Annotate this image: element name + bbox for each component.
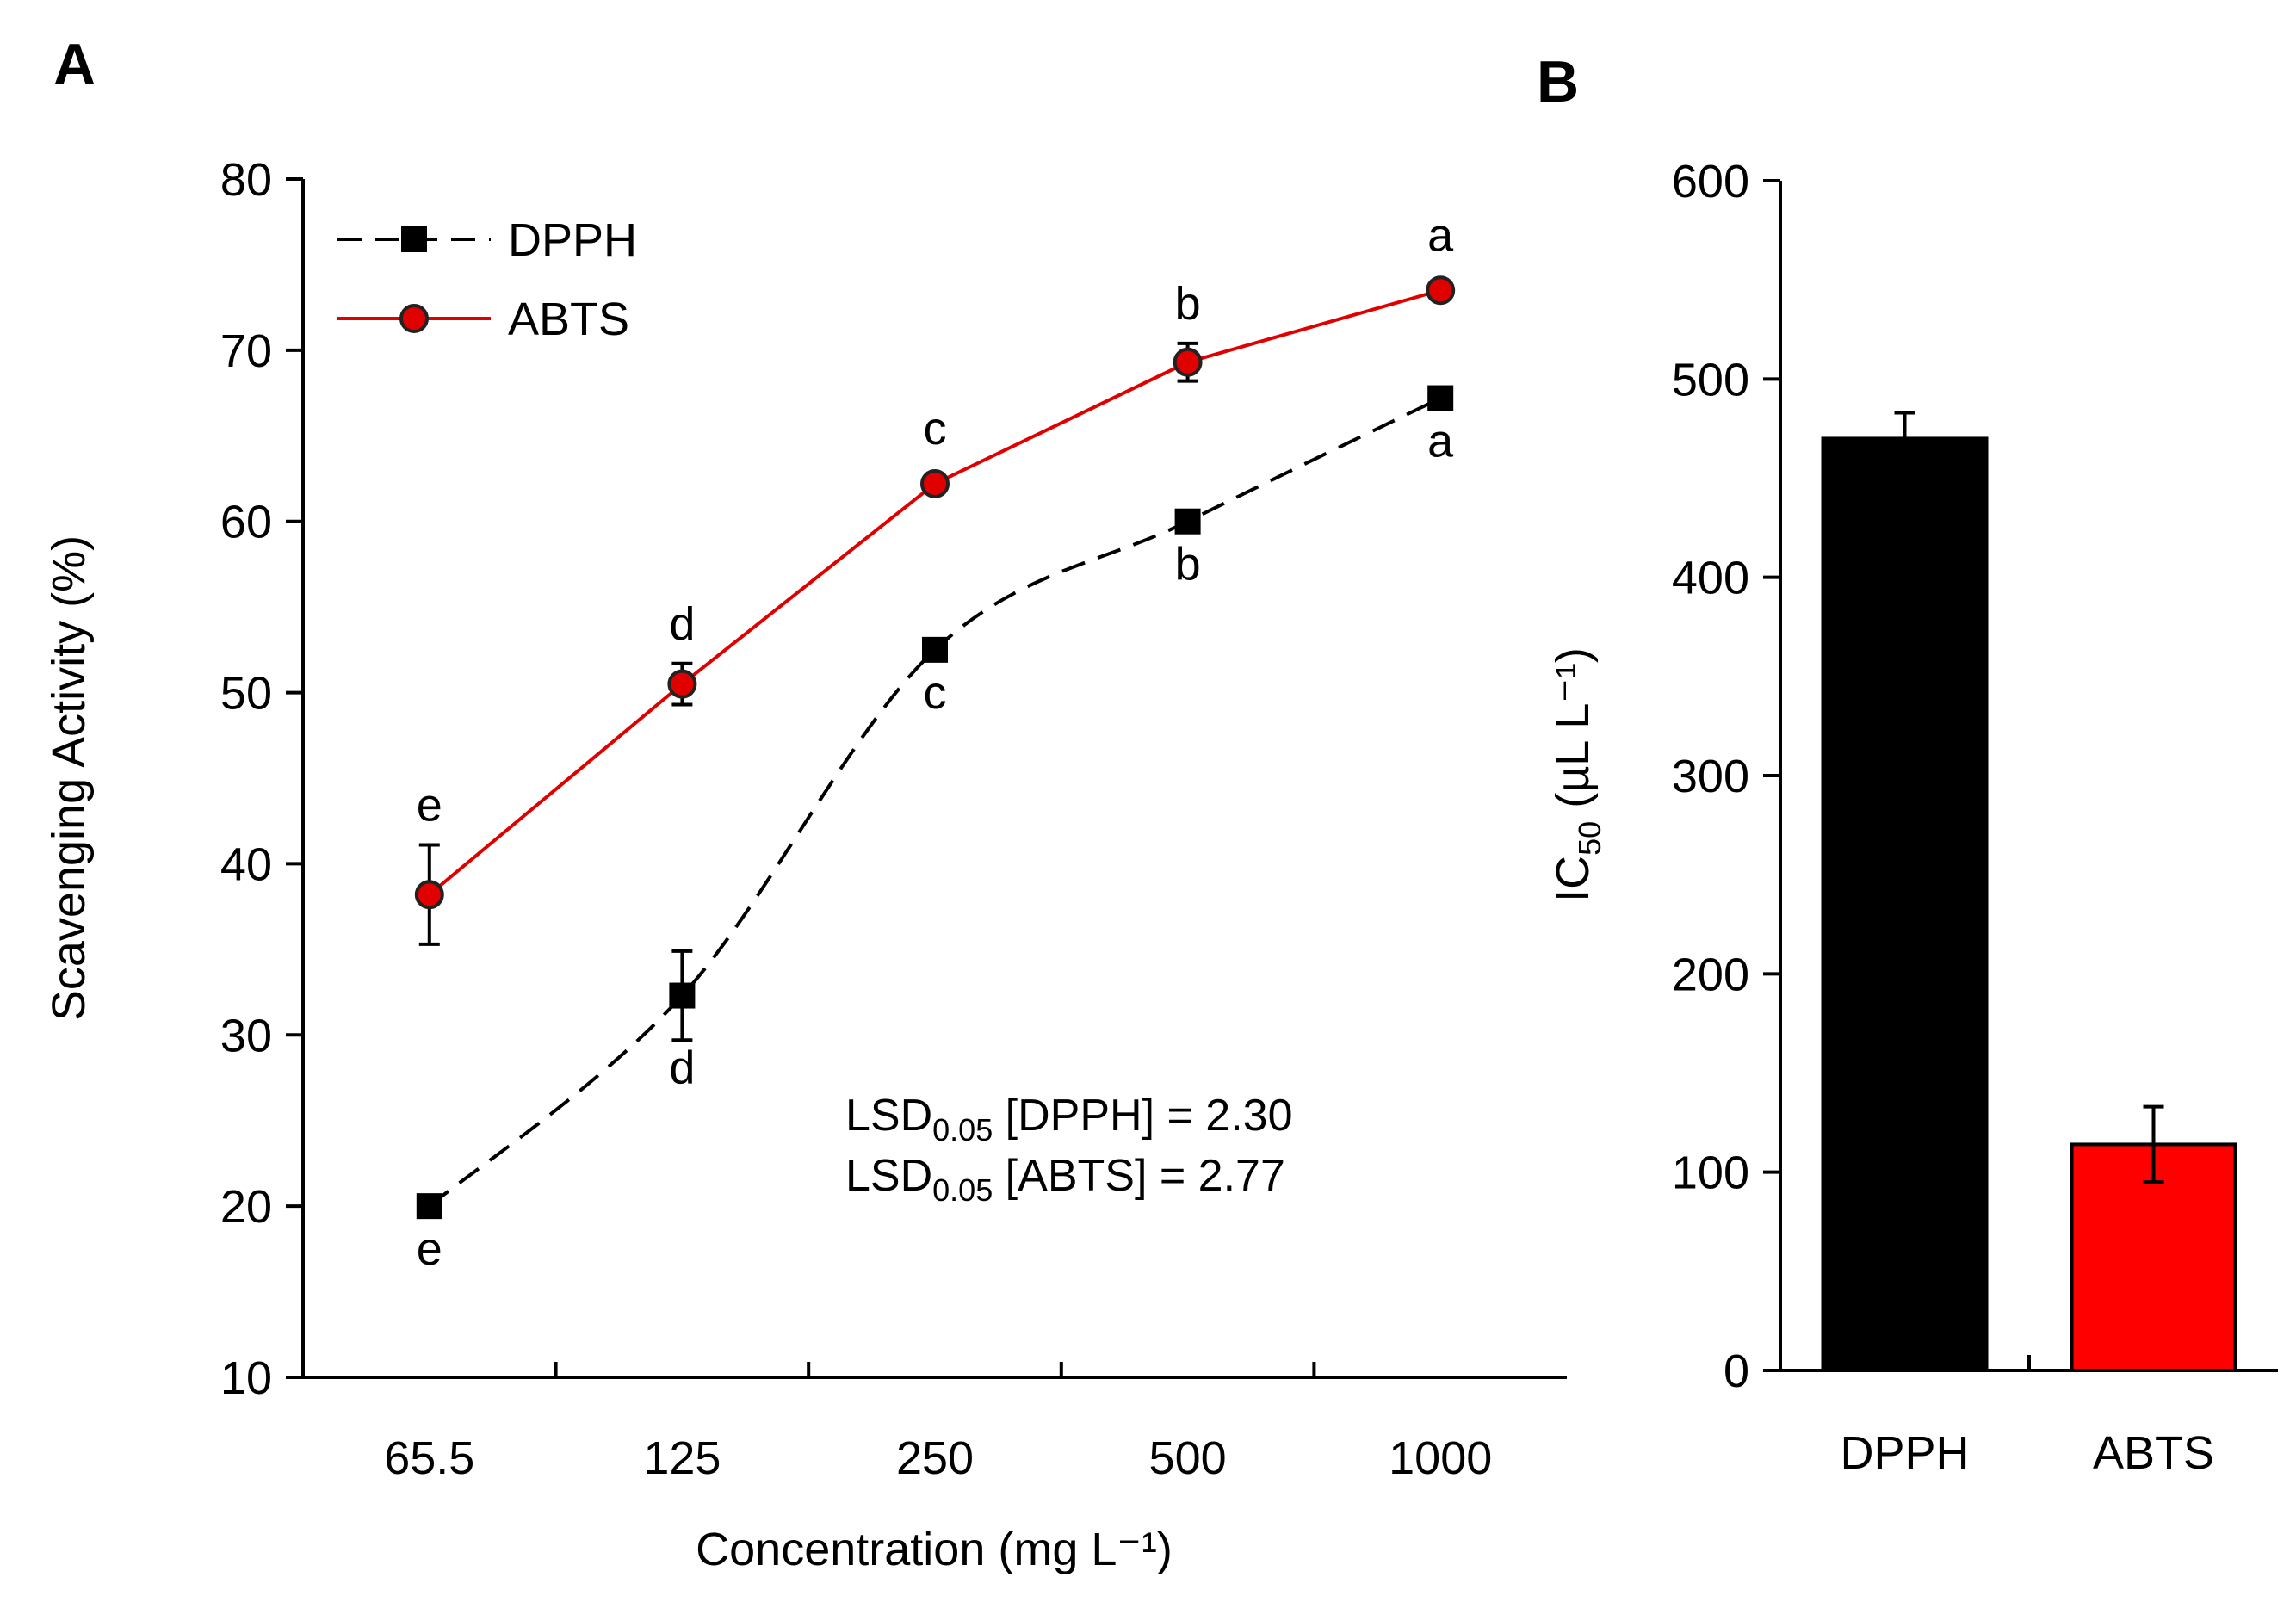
- y-tick-label: 100: [1672, 1147, 1749, 1199]
- significance-letter: b: [1175, 539, 1201, 591]
- legend-marker: [399, 304, 429, 333]
- ylabel-sub: 50: [1572, 821, 1607, 856]
- series-dpph: e d c b a: [416, 385, 1454, 1275]
- y-tick-label: 20: [220, 1181, 272, 1233]
- data-point: [1427, 385, 1454, 411]
- legend-marker: [401, 226, 427, 252]
- y-tick-label: 400: [1672, 553, 1749, 604]
- data-point: [1426, 275, 1456, 306]
- panel-b-label: B: [1537, 49, 1579, 114]
- lsd-subscript: 0.05: [932, 1112, 993, 1147]
- panel-a-x-ticks: 65.5 125 250 500 1000: [384, 1362, 1492, 1484]
- significance-letter: c: [924, 403, 947, 455]
- y-tick-label: 0: [1724, 1345, 1749, 1397]
- y-tick-label: 10: [220, 1352, 272, 1404]
- panel-b-y-ticks: 0 100 200 300 400 500 600: [1672, 156, 2031, 1397]
- y-tick-label: 50: [220, 668, 272, 720]
- x-tick-label: 125: [643, 1432, 721, 1484]
- lsd-prefix: LSD: [845, 1091, 932, 1141]
- lsd-text: [ABTS] = 2.77: [993, 1151, 1285, 1201]
- bar-dpph: [1821, 436, 1989, 1372]
- lsd-annotation: LSD0.05 [DPPH] = 2.30: [845, 1091, 1293, 1147]
- data-point: [414, 880, 444, 910]
- x-tick-label: 65.5: [384, 1432, 474, 1484]
- significance-letter: e: [417, 780, 442, 832]
- significance-letter: d: [669, 598, 695, 650]
- ylabel-rest: (µL L⁻¹): [1547, 647, 1599, 821]
- y-tick-label: 80: [220, 154, 272, 206]
- y-tick-label: 70: [220, 325, 272, 377]
- x-tick-label: DPPH: [1840, 1427, 1969, 1479]
- legend-label: ABTS: [508, 294, 629, 345]
- panel-a-y-axis-title: Scavenging Activity (%): [43, 535, 95, 1021]
- data-point: [667, 669, 697, 699]
- lsd-annotation: LSD0.05 [ABTS] = 2.77: [845, 1151, 1285, 1208]
- panel-a-label: A: [53, 32, 96, 97]
- series-abts: e d c b a: [414, 209, 1456, 946]
- x-tick-label: 500: [1149, 1432, 1227, 1484]
- panel-a-series: e d c b a e d c b a: [414, 209, 1456, 1275]
- significance-letter: b: [1175, 278, 1201, 330]
- lsd-subscript: 0.05: [932, 1172, 993, 1208]
- significance-letter: c: [924, 667, 947, 719]
- data-point: [1174, 508, 1201, 535]
- y-tick-label: 40: [220, 838, 272, 890]
- data-point: [416, 1193, 442, 1220]
- panel-b-y-axis-title: IC50 (µL L⁻¹): [1547, 647, 1607, 902]
- y-tick-label: 600: [1672, 156, 1749, 207]
- panel-b-bar-chart: B 0 100 200 300 400 500 600 DPPH ABTS IC50 (µL …: [1537, 49, 2278, 1479]
- legend-label: DPPH: [508, 214, 637, 266]
- series-line: [428, 288, 1441, 896]
- ylabel-main: IC: [1547, 856, 1599, 902]
- data-point: [669, 982, 696, 1009]
- x-tick-label: 250: [896, 1432, 974, 1484]
- legend-item-dpph: DPPH: [337, 214, 637, 266]
- significance-letter: a: [1427, 416, 1454, 467]
- y-tick-label: 30: [220, 1010, 272, 1061]
- legend-item-abts: ABTS: [337, 294, 629, 345]
- panel-a-legend: DPPH ABTS: [337, 214, 637, 345]
- lsd-prefix: LSD: [845, 1151, 932, 1201]
- y-tick-label: 300: [1672, 751, 1749, 802]
- data-point: [1173, 347, 1203, 377]
- x-tick-label: 1000: [1389, 1432, 1492, 1484]
- y-tick-label: 60: [220, 497, 272, 548]
- y-tick-label: 500: [1672, 354, 1749, 405]
- significance-letter: a: [1427, 209, 1454, 261]
- lsd-text: [DPPH] = 2.30: [993, 1091, 1292, 1141]
- significance-letter: d: [669, 1042, 695, 1093]
- panel-a-line-chart: A 10 20 30 40 50 60 70 80 65.5 125 250 500 1000 Sca…: [43, 32, 1567, 1575]
- x-tick-label: ABTS: [2093, 1427, 2214, 1479]
- data-point: [922, 636, 948, 663]
- panel-a-x-axis-title: Concentration (mg L⁻¹): [696, 1524, 1173, 1575]
- y-tick-label: 200: [1672, 949, 1749, 1000]
- significance-letter: e: [417, 1223, 442, 1275]
- panel-a-y-ticks: 10 20 30 40 50 60 70 80: [220, 154, 303, 1404]
- data-point: [920, 468, 950, 498]
- panel-b-bars: DPPH ABTS: [1821, 411, 2237, 1479]
- series-line: [428, 396, 1442, 1208]
